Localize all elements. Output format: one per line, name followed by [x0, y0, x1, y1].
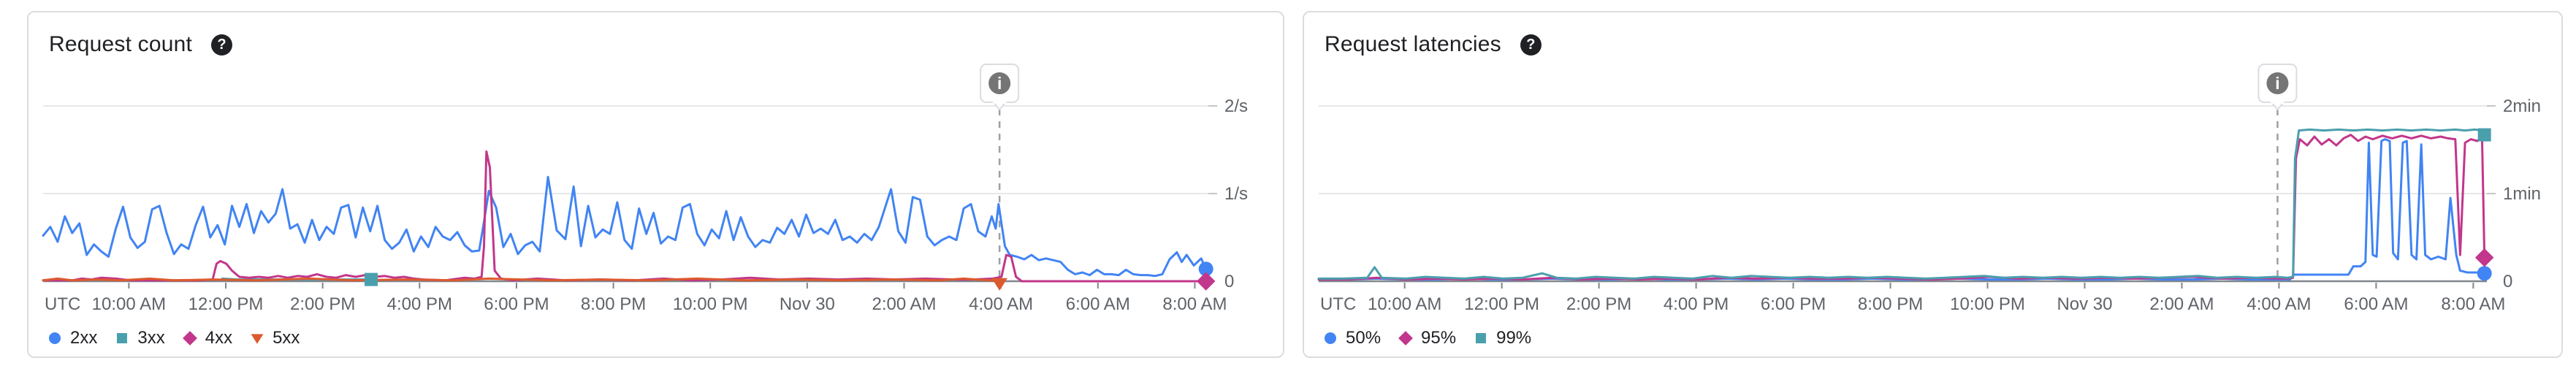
legend-label: 3xx [137, 328, 165, 348]
legend-marker-95% [1398, 331, 1413, 346]
x-axis-label: 4:00 AM [2247, 294, 2311, 314]
legend-label: 50% [1346, 328, 1382, 348]
x-axis-label: Nov 30 [2057, 294, 2112, 314]
legend-label: 2xx [70, 328, 98, 348]
legend-item-99%[interactable]: 99% [1474, 328, 1531, 348]
legend-item-50%[interactable]: 50% [1323, 328, 1381, 348]
request-latencies-chart: 2min 1min 0 10:00 AM 12:00 PM 2:00 PM 4:00 PM 6… [1317, 64, 2541, 314]
info-icon-glyph: i [997, 74, 1002, 93]
legend-marker-shape [182, 331, 197, 346]
info-icon-glyph: i [2275, 74, 2279, 93]
legend-marker-5xx [251, 334, 264, 344]
y-axis-label: 1min [2503, 184, 2541, 204]
series-end-marker-99% [2477, 128, 2491, 142]
info-icon [988, 72, 1011, 94]
bubble-seam [2271, 100, 2285, 104]
series-end-marker-2xx [1198, 262, 1213, 277]
legend-marker-99% [1476, 333, 1487, 343]
legend-label: 5xx [273, 328, 300, 348]
series-line-2xx [42, 175, 1208, 278]
request-count-chart: 2/s 1/s 0 10:00 AM 12:00 PM 2:00 PM 4:00 PM 6:0… [42, 64, 1248, 314]
x-axis-label: 2:00 PM [1566, 294, 1631, 314]
series-end-marker-95% [2474, 248, 2494, 267]
series-end-marker-4xx [1196, 272, 1216, 291]
x-axis-label: 10:00 AM [1368, 294, 1441, 314]
x-axis-label: 2:00 PM [290, 294, 355, 314]
x-axis-label: 6:00 PM [1761, 294, 1826, 314]
series-line-50% [1317, 138, 2486, 281]
legend-marker-shape [117, 333, 128, 343]
help-icon[interactable]: ? [1520, 34, 1542, 56]
timezone-label: UTC [1320, 294, 1356, 314]
legend-item-3xx[interactable]: 3xx [115, 328, 165, 348]
series-line-5xx [42, 277, 1001, 282]
y-axis-label: 1/s [1224, 184, 1248, 204]
legend-marker-3xx [117, 333, 128, 343]
legend-item-4xx[interactable]: 4xx [182, 328, 233, 348]
x-axis-label: Nov 30 [780, 294, 835, 314]
x-axis-label: 12:00 PM [188, 294, 264, 314]
y-axis-label: 0 [2503, 272, 2512, 291]
x-axis-label: 6:00 PM [484, 294, 549, 314]
legend-item-2xx[interactable]: 2xx [47, 328, 97, 348]
chart-title: Request count [49, 32, 193, 56]
annotation-info-bubble[interactable]: i [2257, 64, 2298, 110]
request-count-header: Request count ? [49, 31, 233, 58]
legend-item-95%[interactable]: 95% [1398, 328, 1456, 348]
bubble-seam [993, 100, 1007, 104]
x-axis-label: 6:00 AM [2344, 294, 2408, 314]
x-axis-label: 6:00 AM [1066, 294, 1130, 314]
x-axis-label: 12:00 PM [1464, 294, 1539, 314]
series-line-4xx [42, 150, 1208, 283]
y-axis-label: 2min [2503, 96, 2541, 116]
info-icon [2266, 72, 2289, 94]
x-axis-label: 10:00 PM [673, 294, 748, 314]
timezone-label: UTC [45, 294, 80, 314]
x-axis-label: 4:00 AM [969, 294, 1033, 314]
legend-marker-shape [251, 334, 264, 344]
request-latencies-header: Request latencies ? [1325, 31, 1542, 58]
legend-marker-shape [1476, 333, 1487, 343]
series-end-marker-50% [2477, 266, 2492, 281]
request-latencies-legend: 50% 95% 99% [1323, 328, 1531, 348]
x-axis-label: 8:00 PM [1858, 294, 1923, 314]
request-latencies-card: Request latencies ? 2min 1min 0 10:00 AM 12:… [1303, 11, 2563, 358]
x-axis-label: 2:00 AM [872, 294, 936, 314]
help-icon[interactable]: ? [211, 34, 233, 56]
request-count-card: Request count ? 2/s 1/s 0 10:00 AM 12:00 PM 2… [27, 11, 1284, 358]
x-axis-label: 10:00 AM [92, 294, 166, 314]
series-line-95% [1317, 134, 2486, 281]
x-axis-label: 10:00 PM [1950, 294, 2025, 314]
request-count-legend: 2xx 3xx 4xx 5xx [47, 328, 300, 348]
x-axis-label: 4:00 PM [387, 294, 452, 314]
series-end-marker-3xx [364, 272, 378, 286]
x-axis-label: 4:00 PM [1664, 294, 1729, 314]
legend-item-5xx[interactable]: 5xx [250, 328, 300, 348]
x-axis-label: 8:00 AM [1162, 294, 1227, 314]
x-axis-label: 8:00 PM [581, 294, 646, 314]
y-axis-label: 2/s [1224, 96, 1248, 116]
annotation-info-bubble[interactable]: i [980, 64, 1020, 110]
series-line-99% [1317, 128, 2486, 280]
series-end-marker-5xx [991, 278, 1007, 291]
legend-marker-4xx [182, 331, 197, 346]
y-axis-label: 0 [1224, 272, 1234, 291]
legend-marker-shape [1325, 332, 1336, 344]
legend-marker-2xx [49, 332, 61, 344]
legend-marker-shape [49, 332, 61, 344]
legend-marker-shape [1398, 331, 1413, 346]
x-axis-label: 2:00 AM [2149, 294, 2214, 314]
legend-label: 4xx [205, 328, 233, 348]
x-axis-label: 8:00 AM [2441, 294, 2505, 314]
legend-label: 99% [1496, 328, 1532, 348]
chart-title: Request latencies [1325, 32, 1501, 56]
legend-label: 95% [1421, 328, 1457, 348]
legend-marker-50% [1325, 332, 1336, 344]
